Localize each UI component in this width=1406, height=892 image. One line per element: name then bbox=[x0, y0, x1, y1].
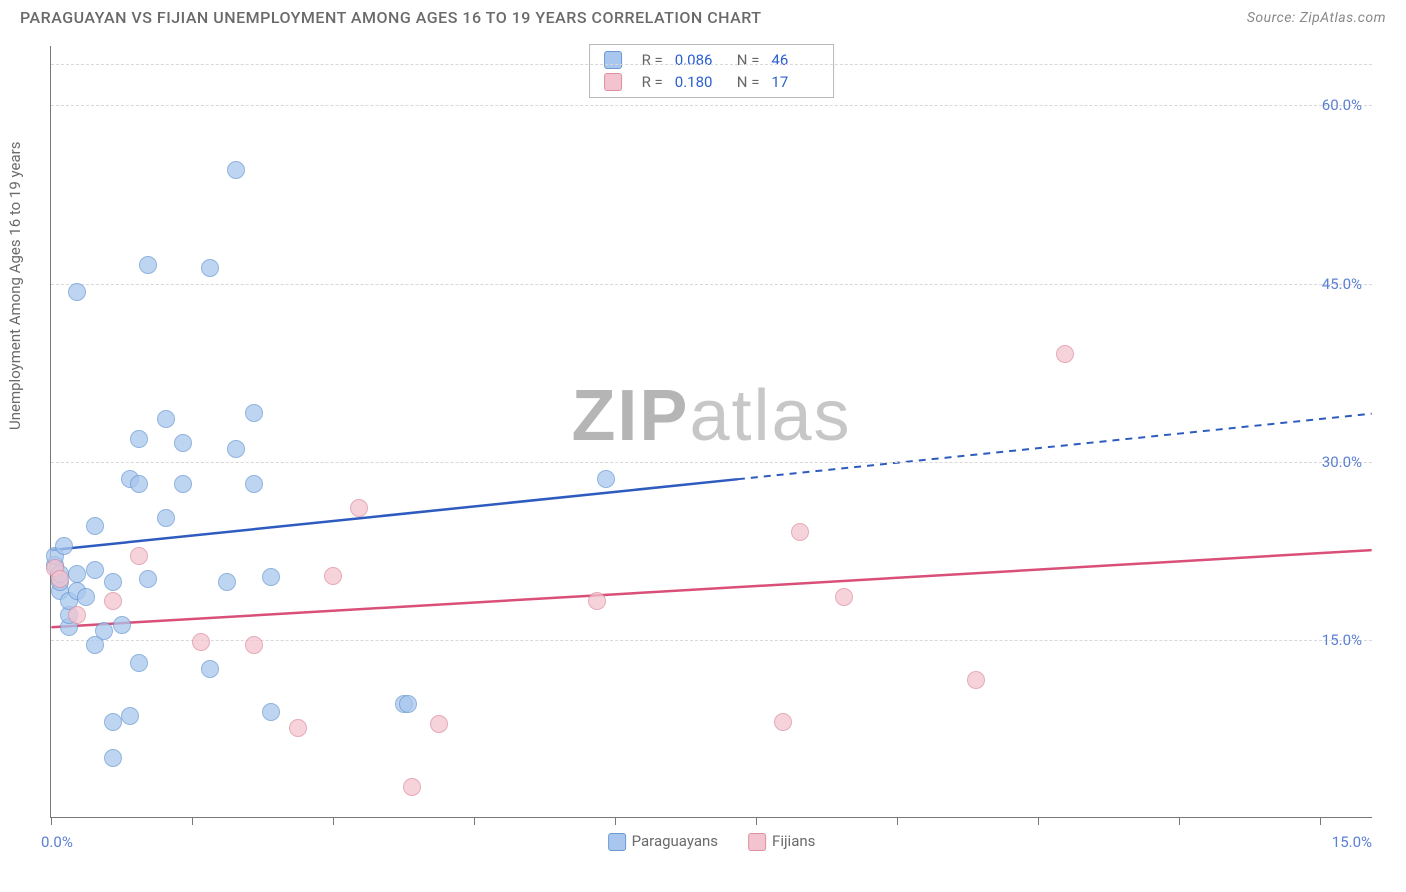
data-point bbox=[174, 434, 192, 452]
data-point bbox=[245, 475, 263, 493]
stat-n-label: N = bbox=[737, 51, 760, 69]
data-point bbox=[245, 636, 263, 654]
x-tick bbox=[192, 817, 193, 825]
trend-lines bbox=[51, 46, 1372, 817]
y-tick-label: 15.0% bbox=[1322, 631, 1362, 649]
gridline bbox=[51, 462, 1372, 463]
data-point bbox=[835, 588, 853, 606]
source-label: Source: ZipAtlas.com bbox=[1247, 10, 1386, 26]
data-point bbox=[262, 703, 280, 721]
data-point bbox=[430, 715, 448, 733]
x-tick bbox=[474, 817, 475, 825]
data-point bbox=[967, 671, 985, 689]
x-axis-min-label: 0.0% bbox=[41, 833, 73, 851]
gridline bbox=[51, 105, 1372, 106]
x-tick bbox=[333, 817, 334, 825]
header: PARAGUAYAN VS FIJIAN UNEMPLOYMENT AMONG … bbox=[0, 0, 1406, 31]
data-point bbox=[289, 719, 307, 737]
data-point bbox=[588, 592, 606, 610]
data-point bbox=[51, 570, 69, 588]
x-axis-max-label: 15.0% bbox=[1332, 833, 1372, 851]
swatch-icon bbox=[608, 833, 626, 851]
data-point bbox=[1056, 345, 1074, 363]
x-tick bbox=[1038, 817, 1039, 825]
data-point bbox=[791, 523, 809, 541]
data-point bbox=[68, 565, 86, 583]
legend-bottom: Paraguayans Fijians bbox=[608, 832, 816, 851]
data-point bbox=[227, 161, 245, 179]
data-point bbox=[139, 256, 157, 274]
data-point bbox=[130, 475, 148, 493]
x-tick bbox=[51, 817, 52, 825]
data-point bbox=[324, 567, 342, 585]
data-point bbox=[245, 404, 263, 422]
data-point bbox=[130, 430, 148, 448]
data-point bbox=[157, 410, 175, 428]
data-point bbox=[157, 509, 175, 527]
data-point bbox=[130, 654, 148, 672]
watermark: ZIPatlas bbox=[571, 375, 851, 457]
data-point bbox=[68, 283, 86, 301]
y-axis-label: Unemployment Among Ages 16 to 19 years bbox=[6, 142, 24, 430]
data-point bbox=[350, 499, 368, 517]
x-tick bbox=[897, 817, 898, 825]
data-point bbox=[68, 606, 86, 624]
data-point bbox=[174, 475, 192, 493]
swatch-icon bbox=[604, 51, 622, 69]
data-point bbox=[139, 570, 157, 588]
chart-title: PARAGUAYAN VS FIJIAN UNEMPLOYMENT AMONG … bbox=[20, 8, 762, 27]
gridline bbox=[51, 64, 1372, 65]
stat-r-label: R = bbox=[642, 51, 663, 69]
stats-row: R = 0.180 N = 17 bbox=[604, 71, 820, 93]
data-point bbox=[95, 622, 113, 640]
data-point bbox=[192, 633, 210, 651]
x-tick bbox=[1320, 817, 1321, 825]
legend-label: Paraguayans bbox=[632, 832, 718, 850]
data-point bbox=[774, 713, 792, 731]
x-tick bbox=[1179, 817, 1180, 825]
stat-n-value: 46 bbox=[771, 51, 819, 69]
data-point bbox=[86, 517, 104, 535]
data-point bbox=[104, 713, 122, 731]
data-point bbox=[55, 537, 73, 555]
swatch-icon bbox=[604, 73, 622, 91]
data-point bbox=[227, 440, 245, 458]
data-point bbox=[104, 592, 122, 610]
data-point bbox=[113, 616, 131, 634]
legend-label: Fijians bbox=[772, 832, 815, 850]
stat-n-label: N = bbox=[737, 73, 760, 91]
y-tick-label: 30.0% bbox=[1322, 453, 1362, 471]
data-point bbox=[262, 568, 280, 586]
stats-row: R = 0.086 N = 46 bbox=[604, 49, 820, 71]
stats-legend-box: R = 0.086 N = 46 R = 0.180 N = 17 bbox=[589, 44, 835, 98]
stat-r-value: 0.180 bbox=[675, 73, 723, 91]
x-tick bbox=[615, 817, 616, 825]
y-tick-label: 60.0% bbox=[1322, 96, 1362, 114]
data-point bbox=[104, 573, 122, 591]
swatch-icon bbox=[748, 833, 766, 851]
data-point bbox=[201, 259, 219, 277]
legend-item: Paraguayans bbox=[608, 832, 718, 851]
stat-n-value: 17 bbox=[771, 73, 819, 91]
data-point bbox=[121, 707, 139, 725]
data-point bbox=[77, 588, 95, 606]
data-point bbox=[104, 749, 122, 767]
data-point bbox=[86, 561, 104, 579]
data-point bbox=[403, 778, 421, 796]
data-point bbox=[218, 573, 236, 591]
stat-r-value: 0.086 bbox=[675, 51, 723, 69]
x-tick bbox=[756, 817, 757, 825]
stat-r-label: R = bbox=[642, 73, 663, 91]
data-point bbox=[130, 547, 148, 565]
data-point bbox=[201, 660, 219, 678]
data-point bbox=[399, 695, 417, 713]
chart-plot-area: ZIPatlas R =0.086N =46R =0.180N =17 0.0%… bbox=[50, 46, 1372, 818]
legend-item: Fijians bbox=[748, 832, 815, 851]
y-tick-label: 45.0% bbox=[1322, 275, 1362, 293]
gridline bbox=[51, 284, 1372, 285]
data-point bbox=[597, 470, 615, 488]
